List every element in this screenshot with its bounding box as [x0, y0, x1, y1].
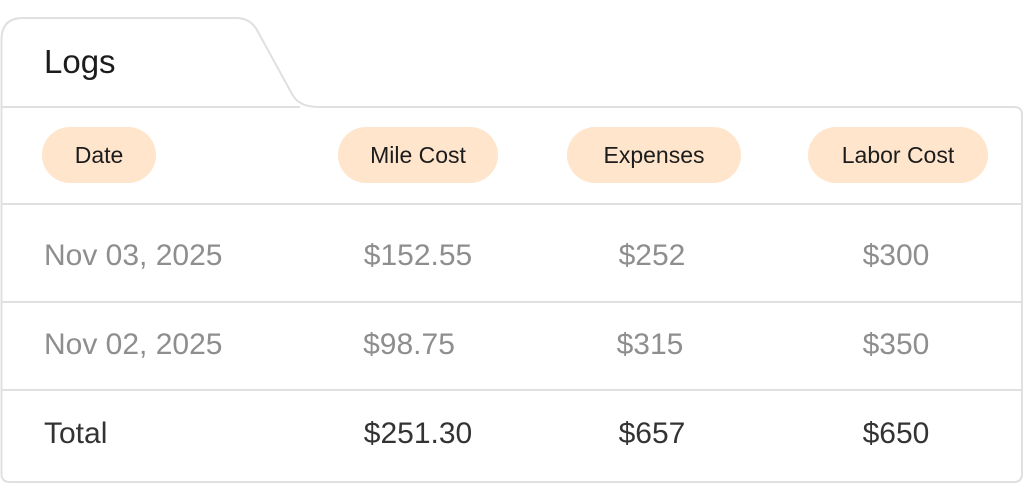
total-mile-cost: $251.30: [363, 417, 473, 450]
cell-labor-cost: $350: [862, 328, 930, 361]
column-header-mile-cost[interactable]: Mile Cost: [338, 127, 498, 183]
column-header-date[interactable]: Date: [42, 127, 156, 183]
cell-labor-cost: $300: [862, 239, 930, 272]
column-header-expenses[interactable]: Expenses: [567, 127, 741, 183]
cell-date: Nov 03, 2025: [44, 239, 223, 272]
total-label: Total: [44, 417, 108, 450]
tab-title-logs[interactable]: Logs: [44, 43, 116, 80]
cell-mile-cost: $152.55: [363, 239, 473, 272]
cell-date: Nov 02, 2025: [44, 328, 223, 361]
total-labor-cost: $650: [862, 417, 930, 450]
cell-mile-cost: $98.75: [363, 328, 455, 361]
cell-expenses: $252: [618, 239, 686, 272]
tab-outline: [0, 17, 1023, 483]
column-header-labor-cost[interactable]: Labor Cost: [808, 127, 988, 183]
total-expenses: $657: [618, 417, 686, 450]
cell-expenses: $315: [616, 328, 684, 361]
